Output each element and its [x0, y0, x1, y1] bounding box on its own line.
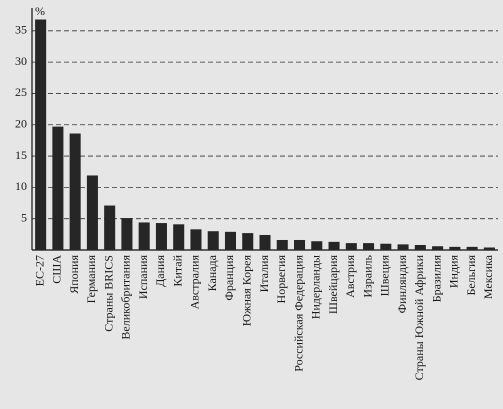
- x-tick-label: Страны Южной Африки: [412, 254, 426, 380]
- bar: [414, 244, 426, 250]
- bar: [35, 19, 47, 250]
- x-tick-label: Италия: [257, 255, 271, 293]
- x-tick-label: Норвегия: [274, 255, 288, 304]
- x-tick-label: Австрия: [343, 255, 357, 298]
- y-axis-label: %: [35, 4, 45, 18]
- x-tick-label: Страны BRICS: [101, 255, 115, 332]
- bar: [121, 218, 133, 250]
- bar: [259, 234, 271, 250]
- x-tick-label: Бельгия: [464, 255, 478, 296]
- bar: [155, 223, 167, 250]
- bar: [397, 244, 409, 250]
- x-tick-label: Нидерланды: [309, 255, 323, 319]
- bar: [104, 205, 116, 250]
- x-tick-label: Великобритания: [119, 255, 133, 340]
- bar: [276, 239, 288, 250]
- bar: [69, 133, 81, 250]
- x-tick-label: Швеция: [378, 255, 392, 297]
- x-tick-label: Израиль: [360, 254, 374, 297]
- y-tick-label: 20: [15, 116, 27, 130]
- x-tick-label: Бразилия: [429, 255, 443, 303]
- bar: [190, 229, 202, 250]
- bar: [242, 233, 254, 250]
- bar: [311, 241, 323, 250]
- y-tick-label: 25: [15, 85, 27, 99]
- bar: [293, 239, 306, 250]
- x-tick-label: Российская Федерация: [291, 255, 305, 372]
- x-tick-label: Германия: [84, 255, 98, 304]
- x-tick-label: Швейцария: [326, 255, 340, 315]
- bar: [432, 246, 444, 250]
- y-tick-label: 30: [15, 54, 27, 68]
- bar: [363, 243, 375, 250]
- x-tick-label: Австралия: [188, 255, 202, 310]
- y-tick-label: 5: [21, 210, 27, 224]
- y-tick-label: 35: [15, 23, 27, 37]
- x-tick-label: ЕС-27: [32, 255, 46, 286]
- x-tick-label: Южная Корея: [239, 255, 253, 327]
- bar: [224, 231, 237, 250]
- bar: [207, 231, 219, 250]
- x-tick-label: Франция: [222, 255, 236, 301]
- x-tick-label: Испания: [136, 255, 150, 300]
- bar: [173, 224, 185, 250]
- x-tick-label: Дания: [153, 255, 167, 287]
- x-tick-label: Индия: [447, 255, 461, 289]
- bar: [380, 243, 392, 250]
- bar: [449, 246, 461, 250]
- bar: [86, 175, 98, 250]
- bar: [138, 222, 150, 250]
- bar: [483, 247, 495, 250]
- y-tick-label: 10: [15, 179, 27, 193]
- bar: [345, 243, 357, 250]
- x-tick-label: Китай: [170, 254, 184, 286]
- x-tick-label: США: [50, 255, 64, 284]
- x-tick-label: Финляндия: [395, 255, 409, 314]
- bar: [328, 241, 340, 250]
- x-tick-label: Япония: [67, 255, 81, 294]
- x-tick-label: Мексика: [481, 254, 495, 299]
- bar: [466, 246, 478, 250]
- x-tick-label: Канада: [205, 254, 219, 291]
- y-tick-label: 15: [15, 148, 27, 162]
- bar: [52, 126, 64, 250]
